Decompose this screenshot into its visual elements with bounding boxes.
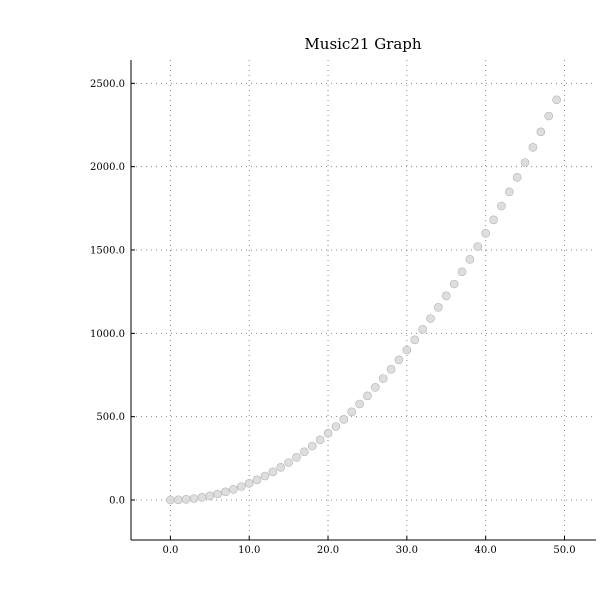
- data-point-0-46: [528, 143, 538, 152]
- y-tick-label-4: 2000.0: [90, 162, 125, 173]
- data-point-0-11: [252, 475, 262, 485]
- data-point-0-9: [237, 482, 246, 491]
- data-point-0-41: [489, 215, 498, 225]
- data-point-0-38: [465, 255, 475, 264]
- data-point-0-15: [284, 458, 293, 467]
- data-point-0-4: [197, 493, 207, 502]
- data-point-0-40: [481, 229, 490, 238]
- data-point-0-14: [276, 463, 286, 472]
- data-point-0-6: [213, 489, 222, 499]
- x-tick-label-5: 50.0: [553, 545, 575, 556]
- axes: [130, 60, 596, 541]
- data-point-0-0: [166, 495, 175, 505]
- data-points: [166, 95, 561, 505]
- data-point-0-23: [347, 407, 356, 417]
- y-tick-label-0: 0.0: [109, 496, 125, 507]
- data-point-0-16: [292, 453, 301, 462]
- data-point-0-10: [244, 479, 254, 488]
- data-point-0-44: [512, 173, 522, 182]
- data-point-0-17: [300, 447, 309, 457]
- data-point-0-25: [363, 391, 372, 401]
- y-tick-label-1: 500.0: [96, 412, 125, 423]
- data-point-0-5: [205, 491, 215, 501]
- data-point-0-34: [434, 303, 443, 312]
- chart-title: Music21 Graph: [304, 35, 421, 53]
- data-point-0-21: [331, 422, 341, 431]
- data-point-0-31: [410, 335, 420, 345]
- data-point-0-29: [394, 355, 404, 365]
- y-tick-label-5: 2500.0: [90, 79, 125, 90]
- x-tick-label-0: 0.0: [162, 545, 178, 556]
- data-point-0-24: [355, 399, 364, 409]
- data-point-0-33: [426, 314, 435, 323]
- data-point-0-37: [457, 267, 467, 277]
- data-point-0-13: [268, 467, 278, 477]
- data-point-0-36: [449, 279, 459, 289]
- data-point-0-2: [181, 495, 191, 504]
- data-point-0-7: [221, 487, 230, 497]
- x-tick-label-3: 30.0: [396, 545, 418, 556]
- data-point-0-18: [307, 441, 317, 451]
- data-point-0-12: [260, 471, 270, 481]
- x-tick-label-2: 20.0: [317, 545, 339, 556]
- data-point-0-8: [229, 485, 238, 494]
- data-point-0-39: [473, 242, 483, 251]
- data-point-0-42: [497, 201, 506, 211]
- data-point-0-28: [386, 365, 396, 374]
- y-tick-label-2: 1000.0: [90, 329, 125, 340]
- data-point-0-20: [323, 429, 333, 438]
- x-tick-label-4: 40.0: [475, 545, 497, 556]
- x-tick-label-1: 10.0: [238, 545, 260, 556]
- data-point-0-27: [378, 374, 388, 383]
- grid-lines: [131, 60, 596, 540]
- data-point-0-47: [536, 127, 546, 137]
- data-point-0-3: [189, 494, 199, 503]
- data-point-0-32: [418, 325, 427, 334]
- y-axis-ticks: 0.0 500.0 1000.0 1500.0 2000.0 2500.0: [90, 79, 135, 507]
- data-point-0-49: [552, 95, 561, 105]
- data-point-0-35: [441, 291, 451, 301]
- x-axis-ticks: 0.0 10.0 20.0 30.0 40.0 50.0: [162, 536, 576, 556]
- data-point-0-45: [520, 158, 530, 167]
- data-point-0-26: [371, 383, 380, 392]
- data-point-0-43: [505, 187, 514, 197]
- data-point-0-19: [315, 435, 325, 445]
- y-tick-label-3: 1500.0: [90, 246, 125, 257]
- data-point-0-22: [339, 415, 349, 424]
- data-point-0-30: [402, 345, 412, 355]
- data-point-0-1: [173, 495, 183, 505]
- data-point-0-48: [544, 111, 554, 121]
